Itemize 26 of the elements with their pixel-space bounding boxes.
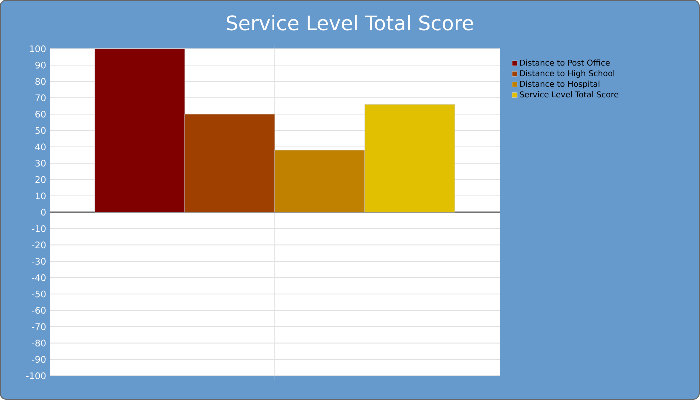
y-tick-label: 90	[36, 62, 46, 69]
y-tick-label: -100	[26, 372, 46, 380]
y-tick-label: 70	[36, 94, 46, 102]
legend-label: Distance to Hospital	[520, 80, 600, 89]
y-tick-label: 80	[36, 78, 46, 86]
y-tick-label: -50	[32, 290, 46, 298]
y-tick-label: -40	[32, 274, 46, 282]
y-tick-label: 60	[36, 110, 46, 118]
legend-label: Service Level Total Score	[520, 91, 619, 98]
legend-label: Distance to High School	[520, 70, 614, 78]
legend-label: Distance to Post Office	[520, 60, 610, 66]
y-tick-label: -70	[32, 324, 46, 330]
y-tick-label: -60	[32, 307, 46, 314]
y-tick-label: -80	[32, 340, 46, 347]
y-tick-label: -20	[32, 242, 46, 249]
y-tick-label: -30	[32, 258, 46, 265]
y-tick-label: -90	[32, 356, 46, 364]
y-tick-label: 100	[30, 46, 46, 52]
chart-title: Service Level Total Score	[227, 15, 474, 31]
y-tick-label: 40	[35, 144, 46, 150]
y-tick-label: 30	[36, 160, 46, 167]
y-tick-label: -10	[32, 225, 46, 232]
y-tick-label: 20	[36, 176, 46, 184]
y-tick-label: 50	[36, 127, 46, 134]
y-tick-label: 0	[41, 209, 46, 216]
y-tick-label: 10	[36, 192, 46, 200]
